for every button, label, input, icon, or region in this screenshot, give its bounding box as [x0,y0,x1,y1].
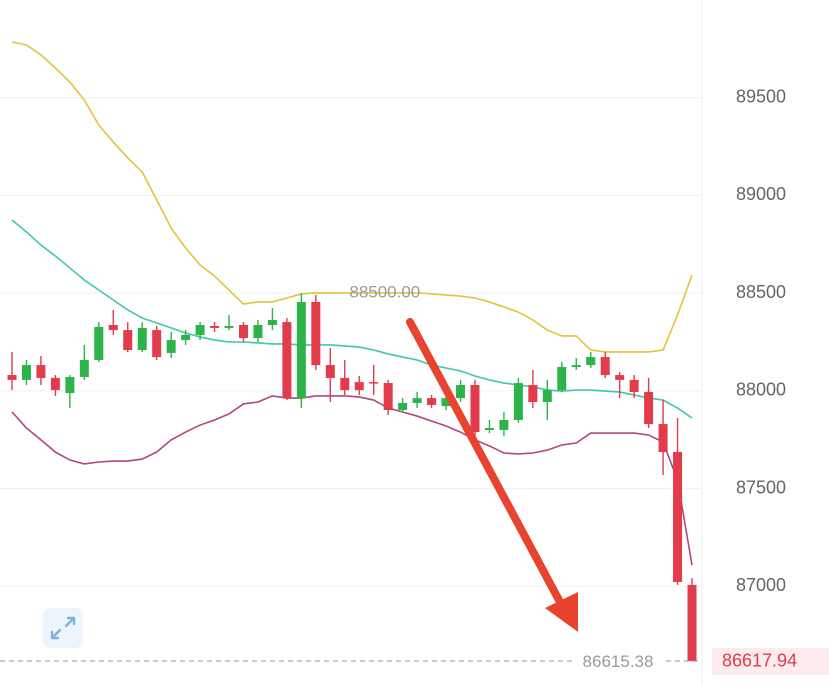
candle-body [311,301,321,366]
y-tick-label: 89000 [736,184,786,204]
candle-body [586,357,596,366]
candle-body [398,402,408,411]
band-line [11,395,693,566]
candle-body [36,365,46,378]
expand-icon[interactable] [50,616,76,640]
band-line [11,41,693,353]
candle-body [571,365,581,368]
candle-body [354,382,364,391]
candle-body [340,377,350,391]
candle-body [195,324,205,335]
candle-body [412,398,422,403]
y-tick-label: 88500 [736,282,786,302]
candle-body [629,379,639,393]
last-price-bg [712,647,829,675]
candle-body [181,334,191,341]
candle-body [542,390,552,402]
grid [0,97,702,587]
candle-body [7,375,17,380]
expand-button[interactable] [43,608,83,648]
trend-arrow [406,318,578,632]
candle-body [325,365,335,378]
candle-body [615,375,625,380]
candle-body [253,324,263,339]
candle-body [441,398,451,407]
candle-body [427,398,437,405]
candle-body [673,452,683,582]
arrow-shaft [406,318,564,606]
candle-body [79,359,89,377]
y-tick-label: 89500 [736,86,786,106]
candle-body [644,392,654,425]
candle-body [224,325,234,328]
candle-body [94,326,104,360]
high-label: 88500.00 [349,283,420,302]
band-line [11,219,693,419]
y-tick-label: 87000 [736,575,786,595]
candle-body [456,384,466,399]
candle-body [282,322,292,399]
candle-body [137,327,147,351]
low-label: 86615.38 [583,652,654,671]
candle-body [383,383,393,411]
candle-body [267,319,277,325]
candle-body [369,382,379,384]
y-tick-label: 87500 [736,477,786,497]
candle-body [50,377,60,391]
candles [7,293,697,662]
bands [11,41,693,566]
candle-body [687,584,697,661]
candle-body [166,340,176,353]
y-tick-label: 88000 [736,380,786,400]
last-price-label: 86617.94 [722,651,797,671]
expand-bg[interactable] [43,608,83,648]
candle-body [557,367,567,391]
candle-body [108,324,118,331]
arrow-head [545,592,578,632]
candle-body [470,384,480,433]
candle-body [296,301,306,399]
candle-body [210,325,220,328]
candle-body [238,324,248,339]
low-label-bg [572,649,664,672]
candle-body [499,419,509,430]
candle-body [528,384,538,402]
candle-body [152,330,162,358]
candle-body [600,357,610,376]
candle-body [658,424,668,453]
candle-body [484,427,494,430]
candle-body [123,330,133,351]
candle-body [21,365,31,380]
candle-body [65,376,75,394]
candle-body [513,383,523,420]
